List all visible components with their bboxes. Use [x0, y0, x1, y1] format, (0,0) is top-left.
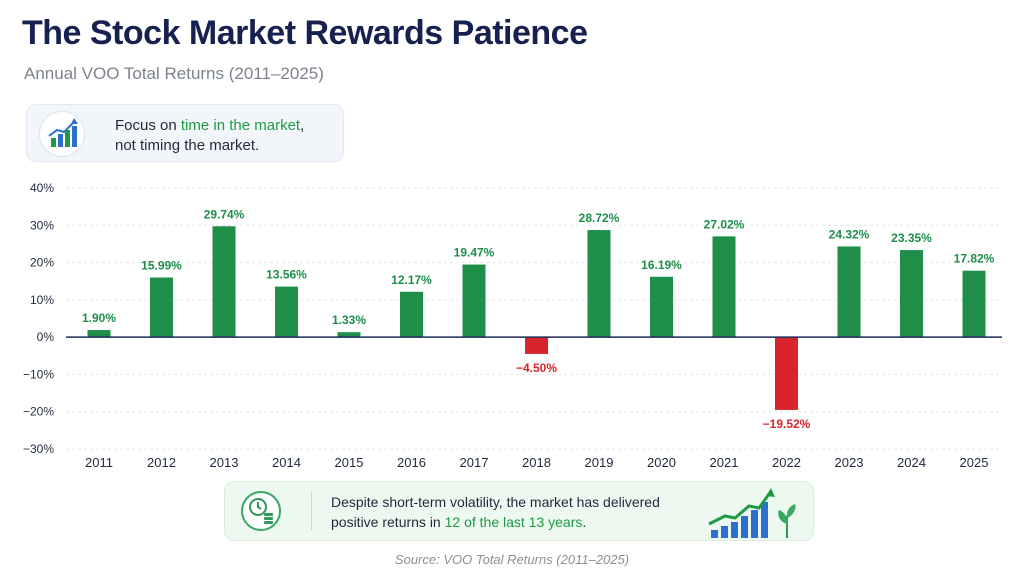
data-label: 29.74%: [204, 207, 245, 221]
rising-bar-chart-icon: [39, 111, 85, 157]
y-tick-label: 40%: [30, 181, 54, 195]
bar-2023: [837, 246, 861, 338]
x-tick-label: 2019: [585, 455, 614, 470]
bar-2022: [775, 337, 798, 410]
data-label: −19.52%: [763, 417, 811, 431]
bar-2019: [587, 230, 611, 338]
callout-highlight: time in the market: [180, 117, 301, 134]
y-tick-label: 0%: [37, 330, 55, 344]
bar-2012: [150, 277, 173, 338]
data-label: 17.82%: [954, 252, 995, 266]
data-label: 16.19%: [641, 258, 682, 272]
bar-2021: [712, 236, 736, 338]
data-label: 28.72%: [579, 211, 620, 225]
data-label: 15.99%: [141, 259, 182, 273]
footer-divider: [311, 492, 312, 530]
y-tick-label: −10%: [23, 367, 54, 381]
returns-bar-chart: 40% 30% 20% 10% 0% −10% −20% −30% 1.90% 2011 15.99…: [23, 181, 1002, 470]
x-tick-label: 2012: [147, 455, 176, 470]
y-tick-label: 10%: [30, 293, 54, 307]
y-tick-label: 30%: [30, 218, 54, 232]
bar-2024: [900, 250, 923, 338]
bar-2020: [650, 276, 673, 338]
x-tick-label: 2015: [335, 455, 364, 470]
footer-highlight: 12 of the last 13 years: [444, 514, 583, 530]
x-tick-label: 2024: [897, 455, 926, 470]
x-tick-label: 2021: [710, 455, 739, 470]
data-label: 27.02%: [704, 217, 745, 231]
data-label: 1.33%: [332, 313, 366, 327]
bar-2016: [400, 291, 423, 338]
data-label: 1.90%: [82, 311, 116, 325]
y-tick-label: 20%: [30, 256, 54, 270]
growth-bars-arrow-icon: [705, 484, 805, 540]
data-label: 23.35%: [891, 231, 932, 245]
x-tick-label: 2020: [647, 455, 676, 470]
bar-2011: [87, 330, 111, 338]
source-note: Source: VOO Total Returns (2011–2025): [394, 552, 630, 567]
footer-line1: Despite short-term volatility, the marke…: [331, 494, 660, 510]
bar-2017: [462, 264, 486, 338]
callout-line2: not timing the market.: [115, 137, 260, 154]
data-label: 19.47%: [454, 246, 495, 260]
clock-coins-icon: [241, 491, 281, 531]
x-tick-label: 2018: [522, 455, 551, 470]
data-label: 13.56%: [266, 268, 307, 282]
bar-2015: [337, 332, 361, 338]
callout-text-before: Focus on: [115, 117, 181, 134]
x-tick-label: 2013: [210, 455, 239, 470]
callout-text-after: ,: [300, 117, 305, 134]
callout-text: Focus on time in the market, not timing …: [115, 116, 304, 156]
footer-line2-after: .: [582, 514, 587, 530]
x-tick-label: 2023: [835, 455, 864, 470]
y-tick-label: −30%: [23, 442, 54, 456]
bar-2013: [212, 226, 236, 338]
y-tick-label: −20%: [23, 405, 54, 419]
data-label: −4.50%: [516, 361, 557, 375]
footer-text: Despite short-term volatility, the marke…: [331, 492, 660, 532]
data-label: 24.32%: [829, 227, 870, 241]
x-tick-label: 2011: [85, 455, 113, 470]
page-title: The Stock Market Rewards Patience: [22, 14, 588, 52]
bar-2025: [962, 270, 986, 338]
bar-2018: [525, 337, 548, 354]
x-tick-label: 2025: [960, 455, 989, 470]
data-label: 12.17%: [391, 273, 432, 287]
footer-line2-before: positive returns in: [331, 514, 445, 530]
x-tick-label: 2017: [460, 455, 489, 470]
x-tick-label: 2022: [772, 455, 801, 470]
bar-2014: [275, 286, 298, 338]
callout-box: Focus on time in the market, not timing …: [26, 104, 344, 162]
footer-box: Despite short-term volatility, the marke…: [224, 481, 814, 541]
page-subtitle: Annual VOO Total Returns (2011–2025): [24, 64, 324, 83]
x-tick-label: 2014: [272, 455, 301, 470]
x-tick-label: 2016: [397, 455, 426, 470]
